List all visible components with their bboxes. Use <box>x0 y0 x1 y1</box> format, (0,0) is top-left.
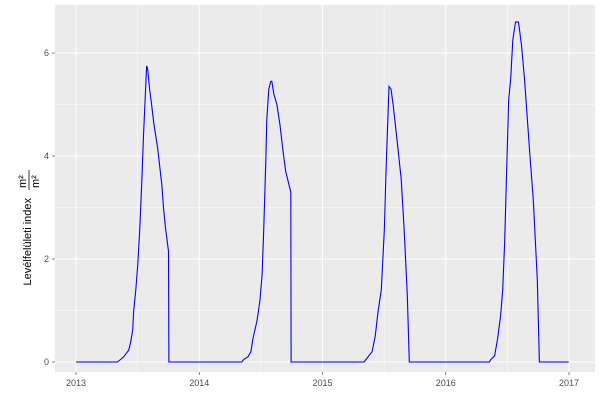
x-tick-label: 2017 <box>559 378 579 388</box>
y-tick-label: 0 <box>44 357 49 367</box>
y-axis-unit-numerator: m² <box>17 175 29 188</box>
x-axis: 2013 2014 2015 2016 2017 <box>66 372 579 388</box>
x-tick-label: 2014 <box>189 378 209 388</box>
x-tick-label: 2016 <box>436 378 456 388</box>
y-axis-title: Levélfelületi index m² m² <box>17 170 42 285</box>
x-tick-label: 2015 <box>312 378 332 388</box>
y-axis-unit-denominator: m² <box>30 175 42 188</box>
grid <box>55 5 595 372</box>
y-tick-label: 4 <box>44 151 49 161</box>
y-axis: 0 2 4 6 <box>44 48 55 367</box>
plot-panel <box>55 5 595 372</box>
series-line <box>76 21 569 363</box>
x-tick-label: 2013 <box>66 378 86 388</box>
y-axis-label: Levélfelületi index <box>22 198 34 286</box>
y-tick-label: 2 <box>44 254 49 264</box>
y-tick-label: 6 <box>44 48 49 58</box>
